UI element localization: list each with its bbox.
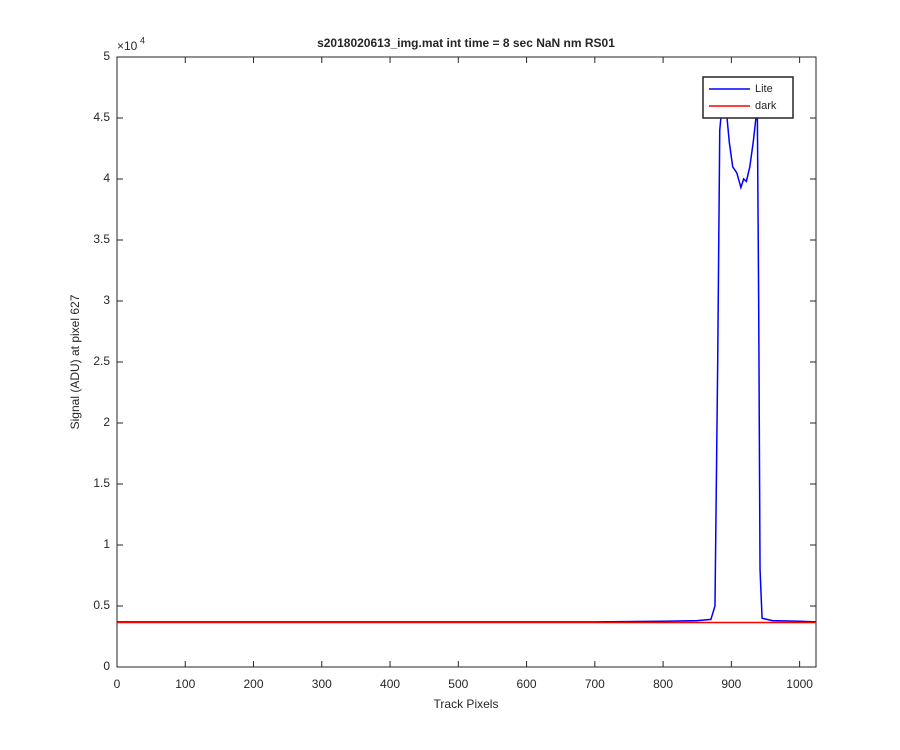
legend-label: dark xyxy=(755,100,777,112)
y-multiplier-exponent: 4 xyxy=(140,35,145,45)
legend-box xyxy=(702,76,794,119)
x-tick-label: 700 xyxy=(585,677,605,691)
x-tick-label: 300 xyxy=(312,677,332,691)
y-tick-label: 5 xyxy=(103,49,110,63)
x-tick-label: 200 xyxy=(244,677,264,691)
x-axis-label: Track Pixels xyxy=(434,697,499,711)
y-tick-label: 3 xyxy=(103,293,110,307)
x-tick-label: 800 xyxy=(653,677,673,691)
y-tick-label: 3.5 xyxy=(93,232,110,246)
y-tick-label: 2.5 xyxy=(93,354,110,368)
x-tick-label: 500 xyxy=(448,677,468,691)
y-multiplier: ×10 xyxy=(117,39,138,53)
y-tick-label: 2 xyxy=(103,415,110,429)
x-tick-label: 600 xyxy=(517,677,537,691)
y-tick-label: 4 xyxy=(103,171,110,185)
x-tick-label: 1000 xyxy=(786,677,813,691)
y-tick-label: 4.5 xyxy=(93,110,110,124)
chart-title: s2018020613_img.mat int time = 8 sec NaN… xyxy=(317,36,615,50)
plot-area xyxy=(116,56,817,668)
y-tick-label: 1 xyxy=(103,537,110,551)
legend-label: Lite xyxy=(755,83,773,95)
x-tick-label: 100 xyxy=(175,677,195,691)
y-tick-label: 0.5 xyxy=(93,598,110,612)
y-tick-label: 1.5 xyxy=(93,476,110,490)
y-tick-label: 0 xyxy=(103,659,110,673)
x-tick-label: 0 xyxy=(114,677,121,691)
y-axis-label: Signal (ADU) at pixel 627 xyxy=(68,294,82,429)
x-tick-label: 900 xyxy=(721,677,741,691)
x-tick-label: 400 xyxy=(380,677,400,691)
